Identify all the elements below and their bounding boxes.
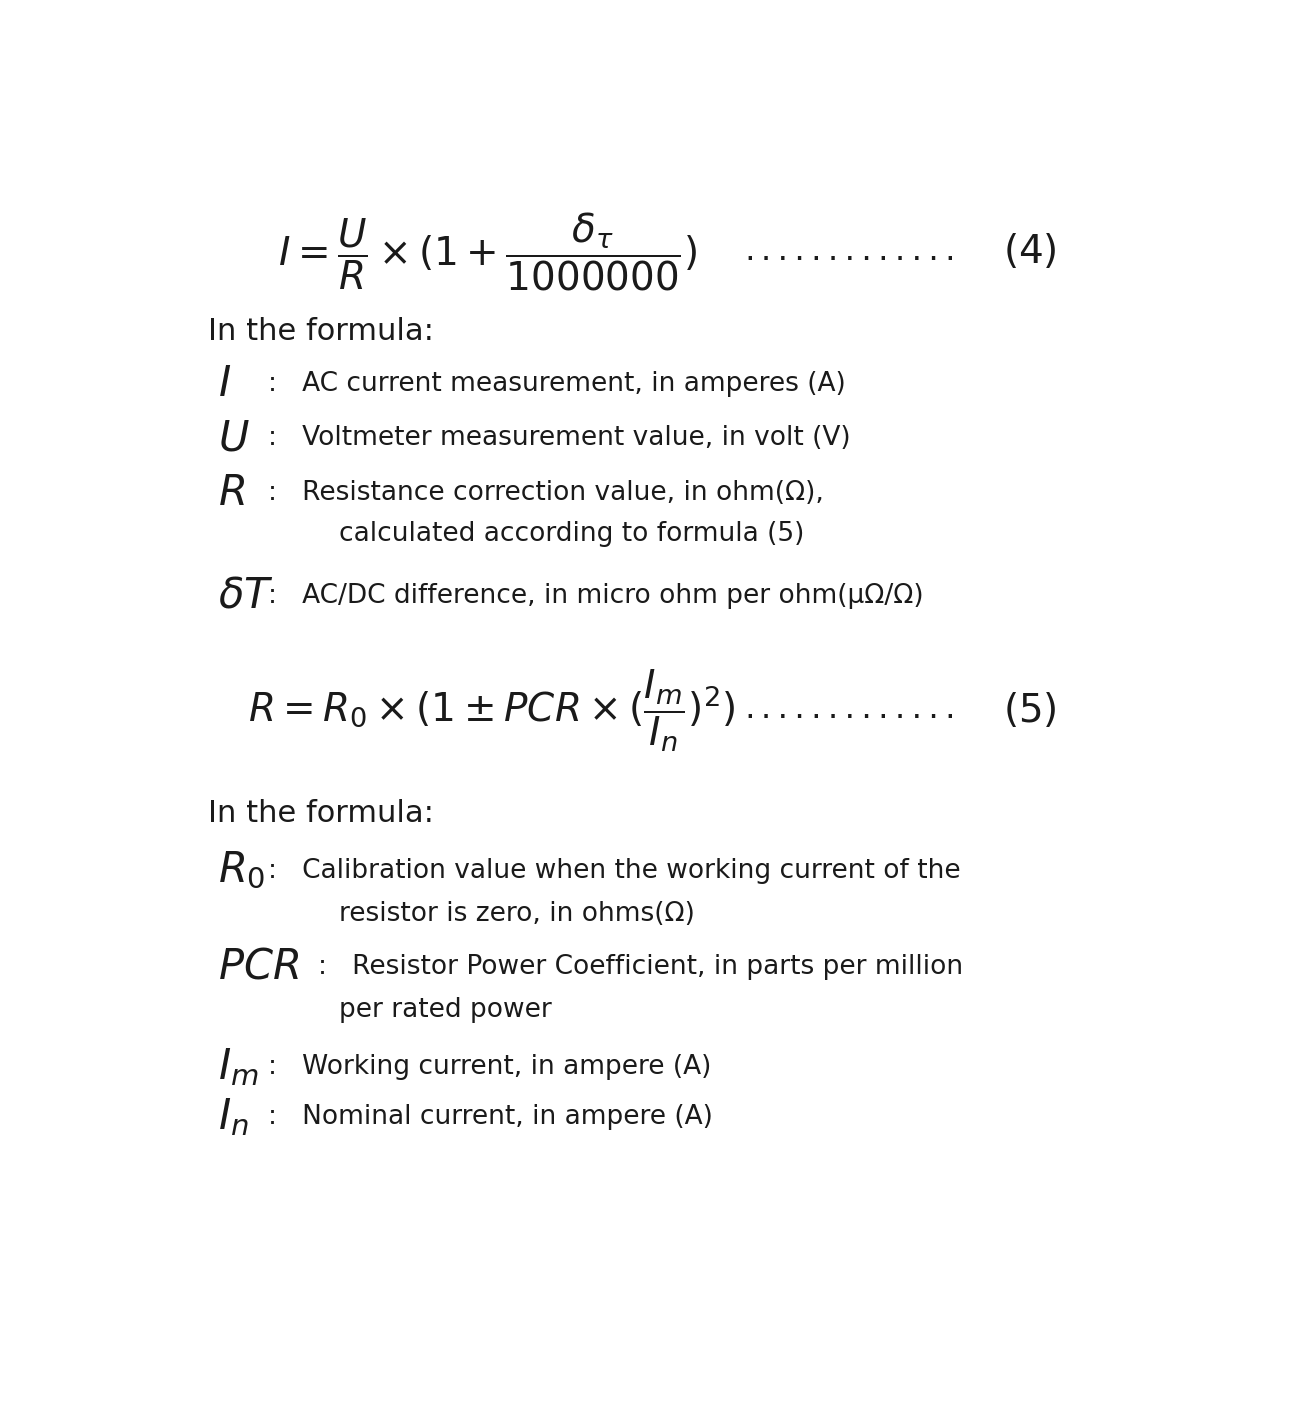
Text: $R = R_{0} \times (1 \pm PCR \times (\dfrac{I_m}{I_n})^{2})$: $R = R_{0} \times (1 \pm PCR \times (\df…	[248, 667, 735, 754]
Text: $I$: $I$	[218, 363, 231, 405]
Text: :   Resistance correction value, in ohm(Ω),: : Resistance correction value, in ohm(Ω)…	[268, 480, 824, 506]
Text: .............: .............	[742, 696, 959, 724]
Text: .............: .............	[742, 238, 959, 266]
Text: $R$: $R$	[218, 472, 244, 514]
Text: resistor is zero, in ohms(Ω): resistor is zero, in ohms(Ω)	[339, 901, 695, 927]
Text: :   Working current, in ampere (A): : Working current, in ampere (A)	[268, 1054, 712, 1080]
Text: $(4)$: $(4)$	[1003, 232, 1056, 272]
Text: $U$: $U$	[218, 418, 249, 459]
Text: $I_n$: $I_n$	[218, 1097, 248, 1138]
Text: :   Nominal current, in ampere (A): : Nominal current, in ampere (A)	[268, 1104, 713, 1131]
Text: $I_m$: $I_m$	[218, 1046, 259, 1088]
Text: :   AC/DC difference, in micro ohm per ohm(μΩ/Ω): : AC/DC difference, in micro ohm per ohm…	[268, 582, 924, 608]
Text: $PCR$: $PCR$	[218, 945, 299, 988]
Text: $(5)$: $(5)$	[1003, 690, 1056, 730]
Text: $I = \dfrac{U}{R} \times (1 + \dfrac{\delta_{\tau}}{1000000})$: $I = \dfrac{U}{R} \times (1 + \dfrac{\de…	[278, 211, 698, 293]
Text: per rated power: per rated power	[339, 998, 551, 1023]
Text: In the formula:: In the formula:	[208, 317, 434, 346]
Text: $\delta T$: $\delta T$	[218, 574, 273, 616]
Text: calculated according to formula (5): calculated according to formula (5)	[339, 521, 804, 547]
Text: :   Resistor Power Coefficient, in parts per million: : Resistor Power Coefficient, in parts p…	[318, 954, 964, 979]
Text: :   AC current measurement, in amperes (A): : AC current measurement, in amperes (A)	[268, 371, 846, 397]
Text: :   Voltmeter measurement value, in volt (V): : Voltmeter measurement value, in volt (…	[268, 425, 851, 452]
Text: :   Calibration value when the working current of the: : Calibration value when the working cur…	[268, 857, 961, 884]
Text: In the formula:: In the formula:	[208, 799, 434, 829]
Text: $R_0$: $R_0$	[218, 850, 265, 891]
